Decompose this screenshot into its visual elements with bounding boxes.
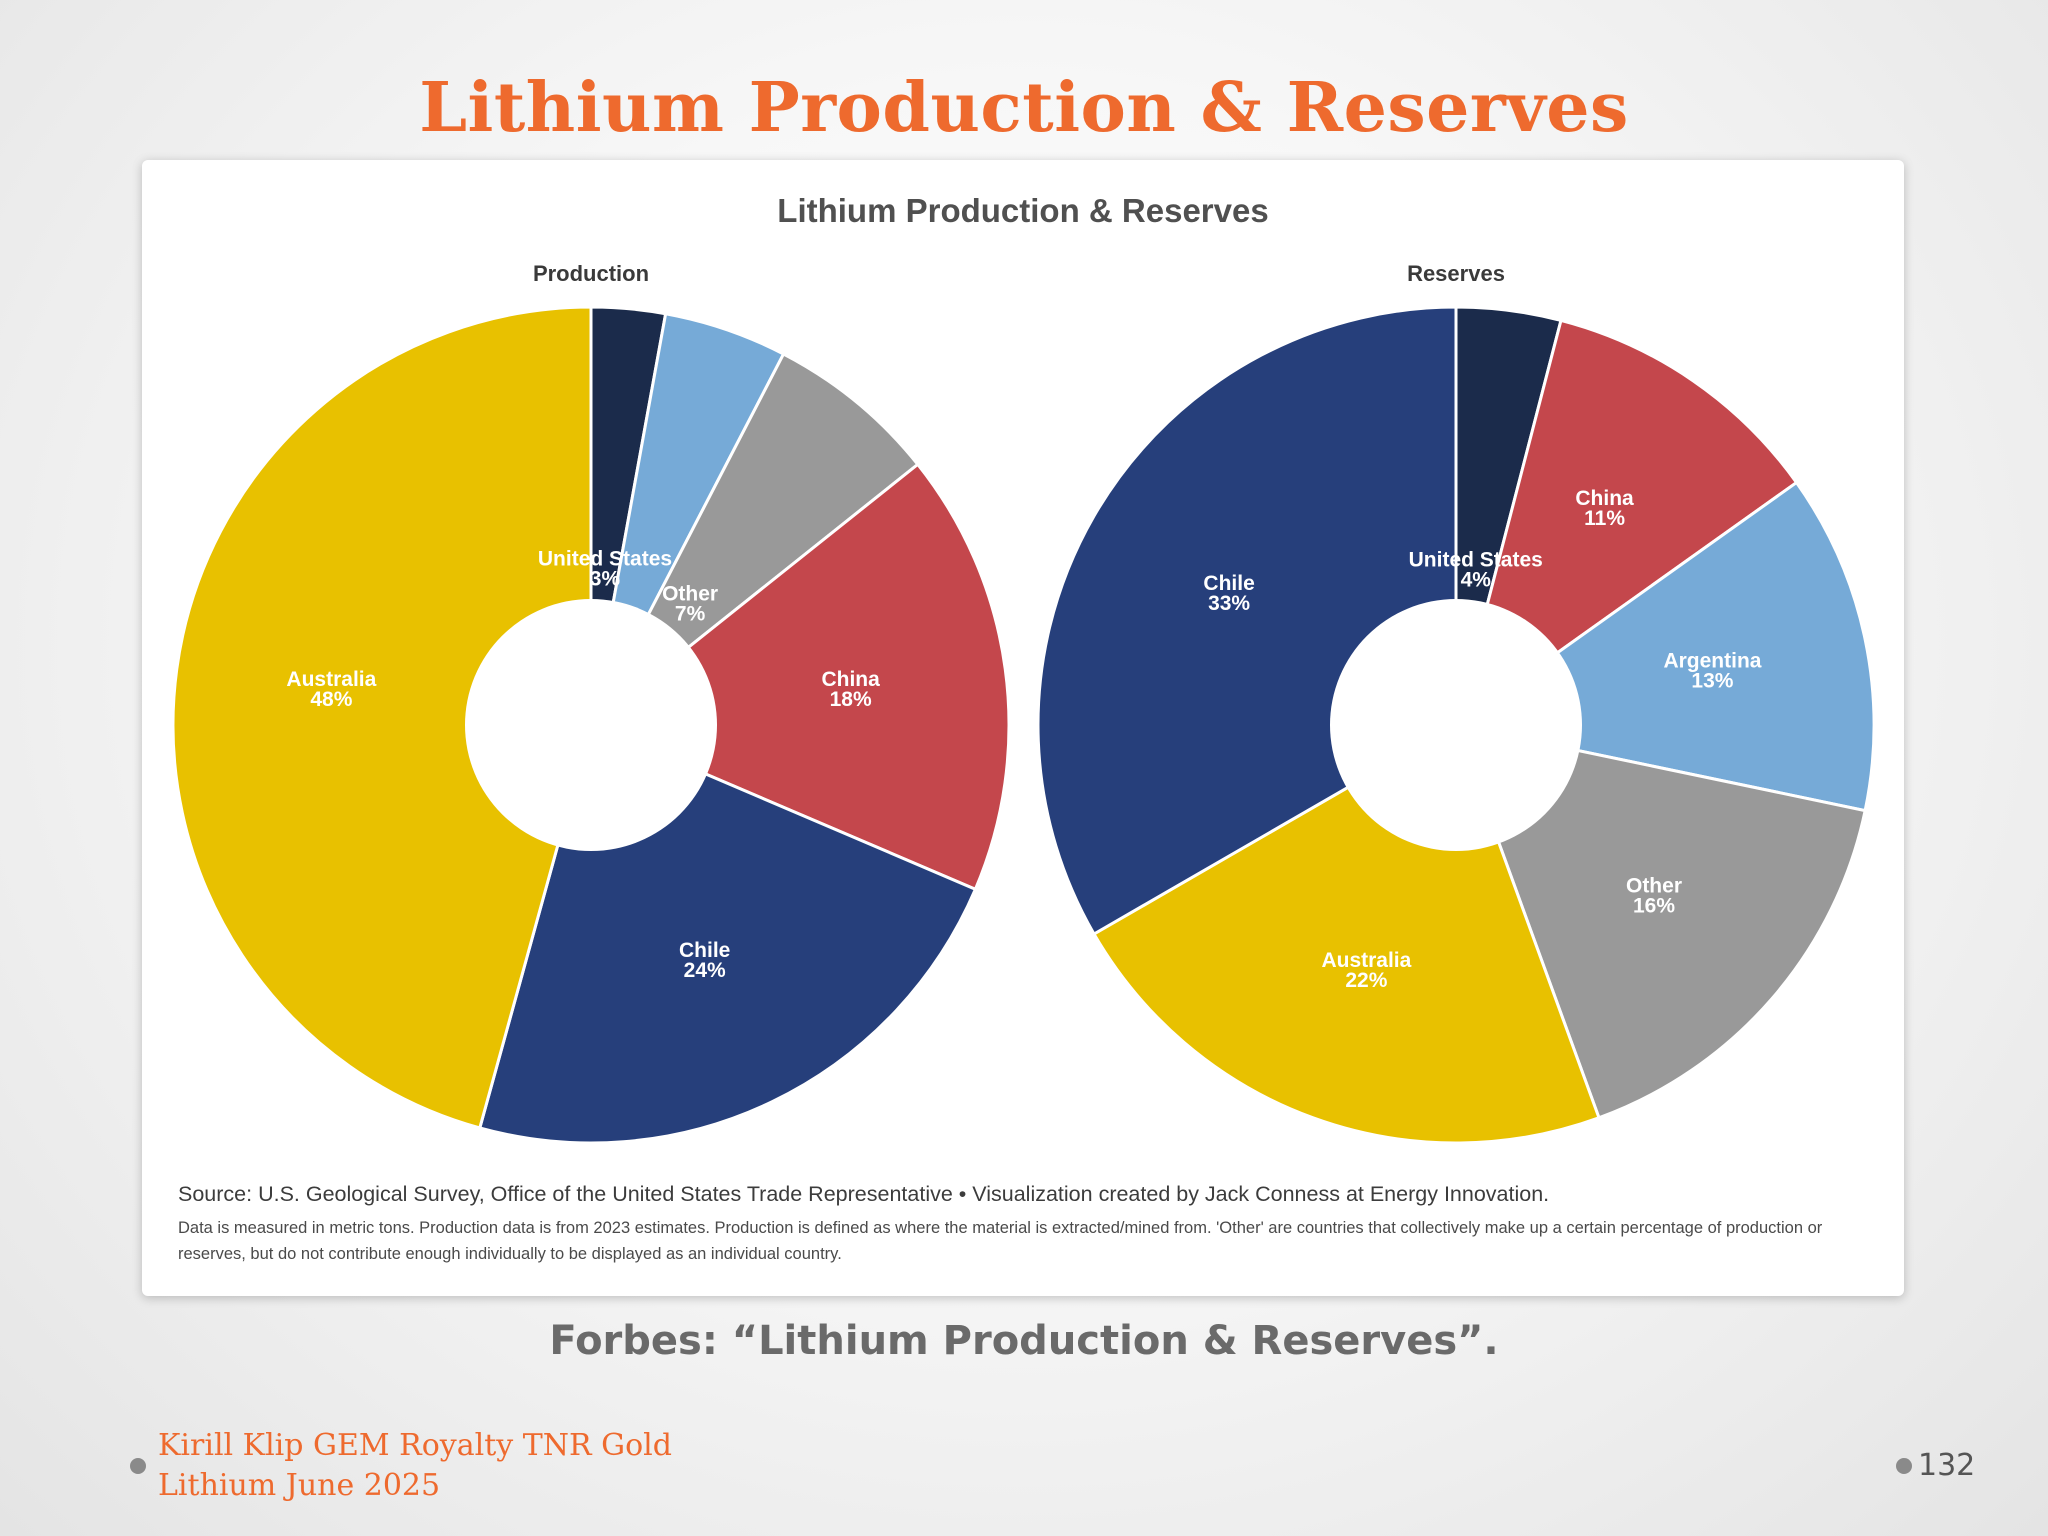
production-subtitle: Production [533,261,649,286]
footer-bullet [130,1458,146,1474]
production-label-china: China 18% [821,668,880,711]
footer-text: Kirill Klip GEM Royalty TNR Gold Lithium… [158,1426,672,1506]
production-label-other: Other 7% [662,583,718,626]
slide-title: Lithium Production & Reserves [419,68,1629,148]
page-number: 132 [1918,1448,1976,1483]
footer-line-2: Lithium June 2025 [158,1468,441,1503]
chart-note: Data is measured in metric tons. Product… [178,1219,1823,1263]
reserves-slice-other [1453,722,1867,1120]
reserves-label-chile: Chile 33% [1203,572,1254,615]
production-donut: Production United States 3%Other 7% China 18%… [171,261,1011,1145]
reserves-slice-china [1453,318,1799,729]
production-label-australia: Australia 48% [286,668,376,711]
production-slice-china [588,462,1011,892]
reserves-label-australia: Australia 22% [1321,949,1411,992]
production-label-chile: Chile 24% [679,939,730,982]
chart-title: Lithium Production & Reserves [777,192,1268,229]
footer-line-1: Kirill Klip GEM Royalty TNR Gold [158,1428,672,1463]
reserves-subtitle: Reserves [1407,261,1505,286]
production-donut-hole [465,599,717,851]
reserves-donut-hole [1330,599,1582,851]
reserves-label-other: Other 16% [1626,875,1682,918]
production-slice-australia [171,305,593,1130]
chart-card: Lithium Production & Reserves Production… [142,160,1904,1296]
chart-source: Source: U.S. Geological Survey, Office o… [178,1182,1550,1206]
page-number-bullet [1896,1458,1912,1474]
slide-caption: Forbes: “Lithium Production & Reserves”. [549,1318,1499,1364]
reserves-label-argentina: Argentina 13% [1663,649,1761,692]
reserves-label-united-states: United States 4% [1409,548,1543,591]
production-label-united-states: United States 3% [538,548,672,591]
donut-charts: Lithium Production & Reserves Production… [171,192,1876,1145]
reserves-donut: Reserves United States 4% China 11% Argentina… [1036,261,1876,1145]
reserves-label-china: China 11% [1575,487,1634,530]
